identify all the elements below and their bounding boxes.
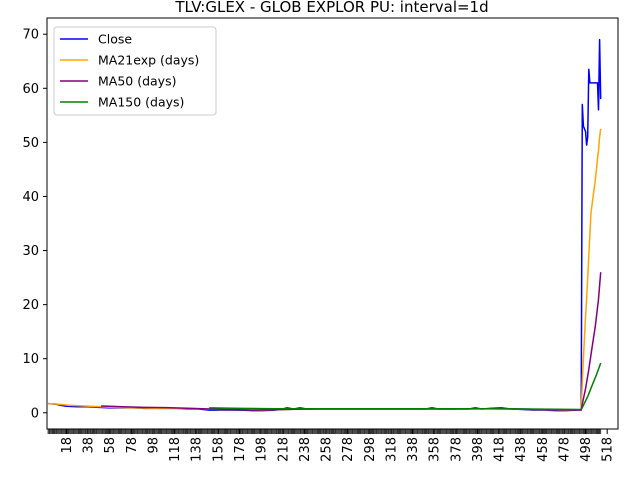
x-tick-label: 138 bbox=[190, 437, 205, 462]
legend-box bbox=[53, 26, 217, 116]
y-tick-label: 60 bbox=[22, 82, 39, 97]
legend-label: MA150 (days) bbox=[98, 95, 184, 110]
series-line-3 bbox=[209, 362, 602, 411]
chart-title: TLV:GLEX - GLOB EXPLOR PU: interval=1d bbox=[174, 0, 488, 16]
x-tick-label: 218 bbox=[276, 437, 291, 462]
y-tick-label: 20 bbox=[22, 298, 39, 313]
x-tick-label: 258 bbox=[320, 437, 335, 462]
legend-label: MA50 (days) bbox=[98, 74, 176, 89]
x-tick-label: 238 bbox=[298, 437, 313, 462]
x-tick-label: 278 bbox=[341, 437, 356, 462]
legend-label: MA21exp (days) bbox=[98, 53, 199, 68]
x-tick-label: 338 bbox=[406, 437, 421, 462]
x-tick-label: 378 bbox=[449, 437, 464, 462]
y-tick-label: 50 bbox=[22, 136, 39, 151]
x-tick-label: 518 bbox=[601, 437, 616, 462]
x-tick-label: 318 bbox=[384, 437, 399, 462]
legend: Close MA21exp (days) MA50 (days) MA150 (day… bbox=[53, 26, 217, 116]
y-tick-label: 30 bbox=[22, 244, 39, 259]
x-tick-label: 118 bbox=[168, 437, 183, 462]
x-tick-label: 178 bbox=[233, 437, 248, 462]
x-tick-label: 18 bbox=[60, 437, 75, 454]
x-tick-label: 38 bbox=[82, 437, 97, 454]
series-layer bbox=[48, 38, 602, 412]
x-tick-label: 398 bbox=[471, 437, 486, 462]
x-tick-label: 198 bbox=[255, 437, 270, 462]
y-tick-label: 10 bbox=[22, 352, 39, 367]
x-tick-label: 418 bbox=[493, 437, 508, 462]
x-tick-label: 478 bbox=[557, 437, 572, 462]
x-tick-label: 458 bbox=[536, 437, 551, 462]
series-line-2 bbox=[101, 272, 602, 411]
x-tick-label: 438 bbox=[514, 437, 529, 462]
legend-label: Close bbox=[98, 32, 132, 47]
x-tick-label: 158 bbox=[211, 437, 226, 462]
series-line-1 bbox=[48, 128, 602, 411]
x-tick-label: 498 bbox=[579, 437, 594, 462]
axes-layer: 0 10 20 30 40 50 60 70 18 38 58 78 98 118 138 158 178 198… bbox=[22, 17, 619, 462]
x-tick-label: 78 bbox=[125, 437, 140, 454]
y-tick-label: 70 bbox=[22, 28, 39, 43]
x-tick-label: 58 bbox=[103, 437, 118, 454]
y-tick-label: 0 bbox=[31, 406, 39, 421]
x-tick-label: 358 bbox=[428, 437, 443, 462]
x-minor-ticks bbox=[47, 429, 602, 434]
x-tick-label: 98 bbox=[147, 437, 162, 454]
y-tick-label: 40 bbox=[22, 190, 39, 205]
plot-frame bbox=[46, 17, 619, 430]
x-tick-label: 298 bbox=[363, 437, 378, 462]
